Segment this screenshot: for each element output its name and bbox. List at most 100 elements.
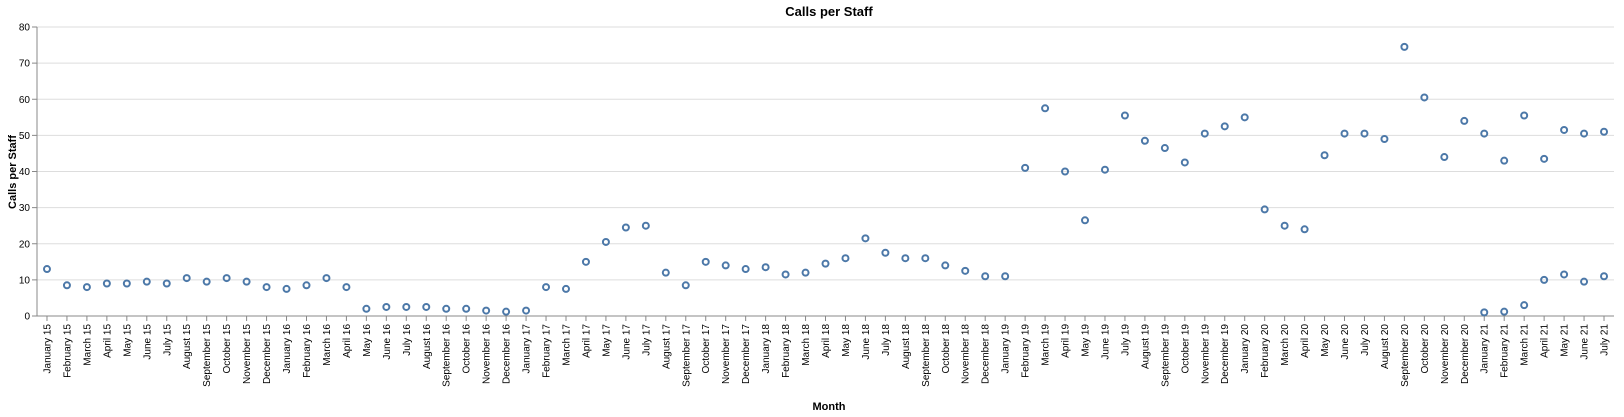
data-point bbox=[282, 284, 291, 293]
y-tick-label: 40 bbox=[19, 167, 31, 178]
data-point bbox=[621, 223, 630, 232]
data-point bbox=[761, 263, 770, 272]
x-tick-label: September 18 bbox=[921, 324, 932, 387]
x-tick-label: April 18 bbox=[821, 324, 832, 358]
data-point bbox=[482, 306, 491, 315]
x-tick-label: May 15 bbox=[122, 324, 133, 357]
y-tick-label: 80 bbox=[19, 23, 31, 34]
data-point bbox=[162, 279, 171, 288]
data-point bbox=[601, 237, 610, 246]
data-point bbox=[542, 283, 551, 292]
data-point bbox=[182, 274, 191, 283]
x-tick-label: September 19 bbox=[1160, 324, 1171, 387]
x-tick-label: July 20 bbox=[1360, 324, 1371, 356]
data-point bbox=[961, 266, 970, 275]
x-tick-label: March 19 bbox=[1041, 324, 1052, 366]
data-point bbox=[881, 248, 890, 257]
data-point bbox=[1300, 225, 1309, 234]
data-point bbox=[1041, 104, 1050, 113]
data-point bbox=[1220, 122, 1229, 131]
x-tick-label: January 16 bbox=[282, 324, 293, 374]
x-tick-label: November 16 bbox=[482, 324, 493, 384]
data-point bbox=[821, 259, 830, 268]
x-tick-label: July 21 bbox=[1600, 324, 1611, 356]
x-tick-label: August 19 bbox=[1140, 324, 1151, 369]
x-tick-label: February 19 bbox=[1021, 324, 1032, 378]
x-tick-label: January 19 bbox=[1001, 324, 1012, 374]
data-point bbox=[222, 274, 231, 283]
data-point bbox=[1580, 277, 1589, 286]
x-tick-label: October 17 bbox=[701, 324, 712, 374]
data-point bbox=[122, 279, 131, 288]
data-point bbox=[741, 265, 750, 274]
x-tick-label: February 18 bbox=[781, 324, 792, 378]
data-point bbox=[1540, 154, 1549, 163]
data-point bbox=[142, 277, 151, 286]
x-tick-label: August 20 bbox=[1380, 324, 1391, 369]
x-tick-label: August 17 bbox=[661, 324, 672, 369]
data-point bbox=[1100, 165, 1109, 174]
data-point bbox=[901, 254, 910, 263]
y-tick-label: 0 bbox=[24, 312, 30, 323]
x-tick-label: July 15 bbox=[162, 324, 173, 356]
x-tick-label: October 20 bbox=[1420, 324, 1431, 374]
x-tick-label: March 15 bbox=[82, 324, 93, 366]
x-tick-label: June 18 bbox=[861, 324, 872, 360]
x-tick-label: May 16 bbox=[362, 324, 373, 357]
data-point bbox=[861, 234, 870, 243]
x-tick-label: November 17 bbox=[721, 324, 732, 384]
data-point bbox=[1061, 167, 1070, 176]
gridlines bbox=[37, 26, 1614, 317]
data-point bbox=[82, 283, 91, 292]
data-point bbox=[402, 302, 411, 311]
data-point bbox=[1580, 129, 1589, 138]
data-point bbox=[1460, 116, 1469, 125]
x-tick-label: June 21 bbox=[1580, 324, 1591, 360]
x-tick-label: November 20 bbox=[1440, 324, 1451, 384]
data-point bbox=[1380, 134, 1389, 143]
data-point bbox=[422, 302, 431, 311]
data-point bbox=[1540, 275, 1549, 284]
data-point bbox=[302, 281, 311, 290]
x-tick-label: December 15 bbox=[262, 324, 273, 384]
data-point bbox=[102, 279, 111, 288]
chart-title: Calls per Staff bbox=[785, 4, 873, 19]
x-tick-label: December 19 bbox=[1220, 324, 1231, 384]
x-tick-label: June 20 bbox=[1340, 324, 1351, 360]
x-tick-label: April 17 bbox=[581, 324, 592, 358]
x-tick-label: February 17 bbox=[542, 324, 553, 378]
data-points bbox=[42, 42, 1609, 317]
data-point bbox=[42, 265, 51, 274]
x-tick-label: February 20 bbox=[1260, 324, 1271, 378]
data-point bbox=[1480, 129, 1489, 138]
data-point bbox=[1400, 42, 1409, 51]
data-point bbox=[801, 268, 810, 277]
y-tick-label: 70 bbox=[19, 59, 31, 70]
data-point bbox=[1360, 129, 1369, 138]
data-point bbox=[1320, 151, 1329, 160]
data-point bbox=[1500, 307, 1509, 316]
data-point bbox=[322, 274, 331, 283]
data-point bbox=[561, 284, 570, 293]
data-point bbox=[1340, 129, 1349, 138]
x-tick-label: July 17 bbox=[641, 324, 652, 356]
data-point bbox=[1260, 205, 1269, 214]
x-tick-label: November 15 bbox=[242, 324, 253, 384]
x-tick-label: November 19 bbox=[1200, 324, 1211, 384]
x-axis-title: Month bbox=[813, 401, 846, 413]
data-point bbox=[62, 281, 71, 290]
x-tick-label: April 16 bbox=[342, 324, 353, 358]
y-tick-label: 10 bbox=[19, 275, 31, 286]
x-tick-label: December 17 bbox=[741, 324, 752, 384]
x-tick-label: February 16 bbox=[302, 324, 313, 378]
data-point bbox=[202, 277, 211, 286]
data-point bbox=[1280, 221, 1289, 230]
data-point bbox=[1500, 156, 1509, 165]
data-point bbox=[841, 254, 850, 263]
data-point bbox=[502, 307, 511, 316]
data-point bbox=[681, 281, 690, 290]
x-tick-label: May 21 bbox=[1560, 324, 1571, 357]
x-tick-label: April 19 bbox=[1061, 324, 1072, 358]
data-point bbox=[1240, 113, 1249, 122]
